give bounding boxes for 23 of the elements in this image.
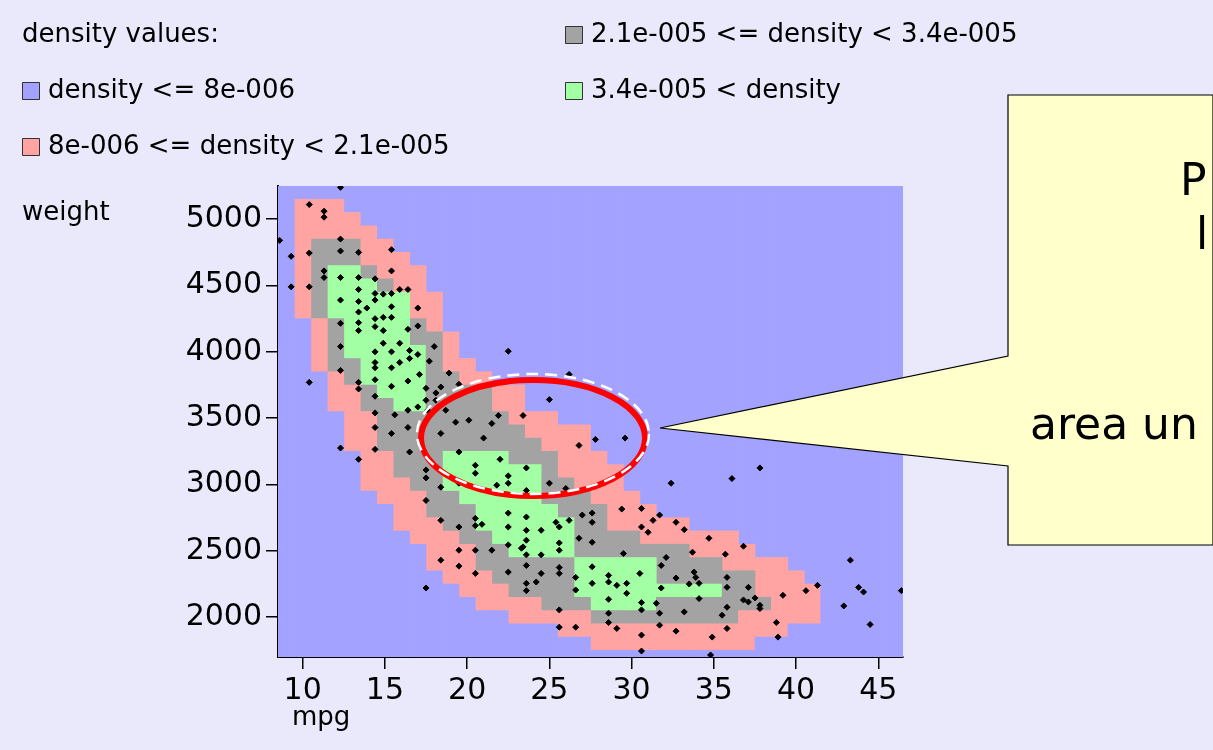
x-tick-label: 45 [859,670,898,706]
legend-label: 3.4e-005 < density [591,73,841,104]
x-tick-label: 20 [448,670,487,706]
x-tick-label: 35 [694,670,733,706]
y-tick-label: 4000 [185,331,262,367]
x-tick-label: 40 [777,670,816,706]
legend-label: density <= 8e-006 [48,73,295,104]
y-tick-label: 3000 [185,464,262,500]
text: l [1196,208,1209,259]
x-tick-label: 30 [612,670,651,706]
x-tick-label: 25 [530,670,569,706]
y-tick-label: 2500 [185,530,262,566]
y-tick-label: 5000 [185,198,262,234]
legend-label: 2.1e-005 <= density < 3.4e-005 [591,17,1018,48]
text: area un [1030,398,1198,449]
legend-title: density values: [22,17,219,48]
y-tick-label: 2000 [185,596,262,632]
x-tick-label: 15 [365,670,404,706]
text: P [1180,154,1207,205]
legend-label: 8e-006 <= density < 2.1e-005 [48,129,450,160]
y-tick-label: 4500 [185,265,262,301]
y-tick-label: 3500 [185,397,262,433]
y-axis-title: weight [22,195,110,226]
